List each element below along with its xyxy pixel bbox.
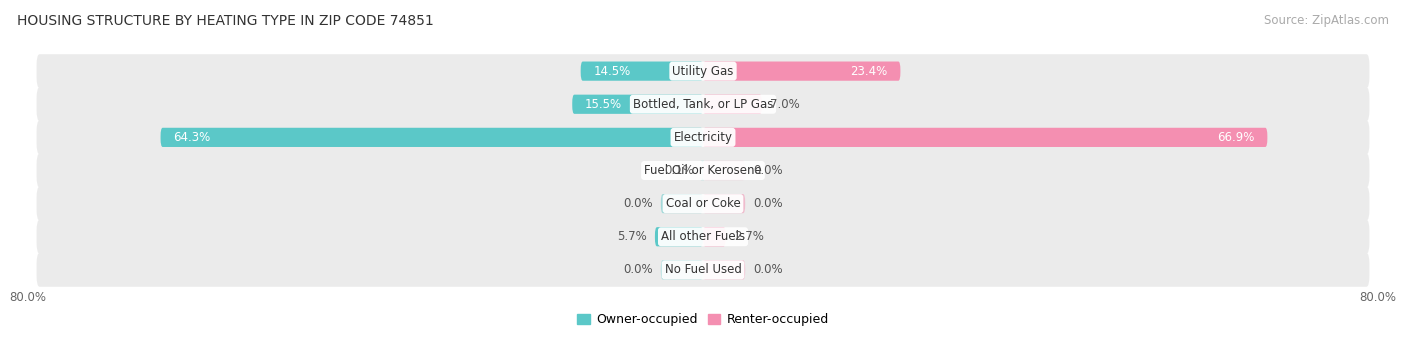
FancyBboxPatch shape bbox=[703, 95, 762, 114]
Text: 2.7%: 2.7% bbox=[734, 230, 763, 243]
Text: 0.0%: 0.0% bbox=[623, 263, 652, 276]
Text: HOUSING STRUCTURE BY HEATING TYPE IN ZIP CODE 74851: HOUSING STRUCTURE BY HEATING TYPE IN ZIP… bbox=[17, 14, 433, 28]
FancyBboxPatch shape bbox=[160, 128, 703, 147]
Text: 23.4%: 23.4% bbox=[851, 65, 887, 78]
Text: Electricity: Electricity bbox=[673, 131, 733, 144]
FancyBboxPatch shape bbox=[37, 220, 1369, 254]
FancyBboxPatch shape bbox=[703, 194, 745, 213]
FancyBboxPatch shape bbox=[661, 194, 703, 213]
Text: 0.0%: 0.0% bbox=[754, 197, 783, 210]
Text: 15.5%: 15.5% bbox=[585, 98, 621, 111]
Text: 66.9%: 66.9% bbox=[1218, 131, 1254, 144]
Text: Coal or Coke: Coal or Coke bbox=[665, 197, 741, 210]
Text: Utility Gas: Utility Gas bbox=[672, 65, 734, 78]
Text: Bottled, Tank, or LP Gas: Bottled, Tank, or LP Gas bbox=[633, 98, 773, 111]
FancyBboxPatch shape bbox=[37, 253, 1369, 287]
Text: Fuel Oil or Kerosene: Fuel Oil or Kerosene bbox=[644, 164, 762, 177]
FancyBboxPatch shape bbox=[37, 187, 1369, 221]
Text: No Fuel Used: No Fuel Used bbox=[665, 263, 741, 276]
Text: All other Fuels: All other Fuels bbox=[661, 230, 745, 243]
FancyBboxPatch shape bbox=[37, 153, 1369, 188]
FancyBboxPatch shape bbox=[703, 61, 900, 81]
FancyBboxPatch shape bbox=[661, 260, 703, 280]
Text: 14.5%: 14.5% bbox=[593, 65, 630, 78]
Text: 0.1%: 0.1% bbox=[664, 164, 693, 177]
Text: 64.3%: 64.3% bbox=[173, 131, 211, 144]
FancyBboxPatch shape bbox=[655, 227, 703, 246]
Text: 0.0%: 0.0% bbox=[754, 263, 783, 276]
FancyBboxPatch shape bbox=[703, 260, 745, 280]
FancyBboxPatch shape bbox=[703, 128, 1267, 147]
Text: 7.0%: 7.0% bbox=[770, 98, 800, 111]
Legend: Owner-occupied, Renter-occupied: Owner-occupied, Renter-occupied bbox=[572, 308, 834, 331]
FancyBboxPatch shape bbox=[37, 54, 1369, 88]
FancyBboxPatch shape bbox=[37, 87, 1369, 121]
FancyBboxPatch shape bbox=[37, 120, 1369, 154]
FancyBboxPatch shape bbox=[581, 61, 703, 81]
FancyBboxPatch shape bbox=[572, 95, 703, 114]
FancyBboxPatch shape bbox=[703, 161, 745, 180]
FancyBboxPatch shape bbox=[700, 161, 704, 180]
Text: 5.7%: 5.7% bbox=[617, 230, 647, 243]
FancyBboxPatch shape bbox=[703, 227, 725, 246]
Text: Source: ZipAtlas.com: Source: ZipAtlas.com bbox=[1264, 14, 1389, 27]
Text: 0.0%: 0.0% bbox=[623, 197, 652, 210]
Text: 0.0%: 0.0% bbox=[754, 164, 783, 177]
